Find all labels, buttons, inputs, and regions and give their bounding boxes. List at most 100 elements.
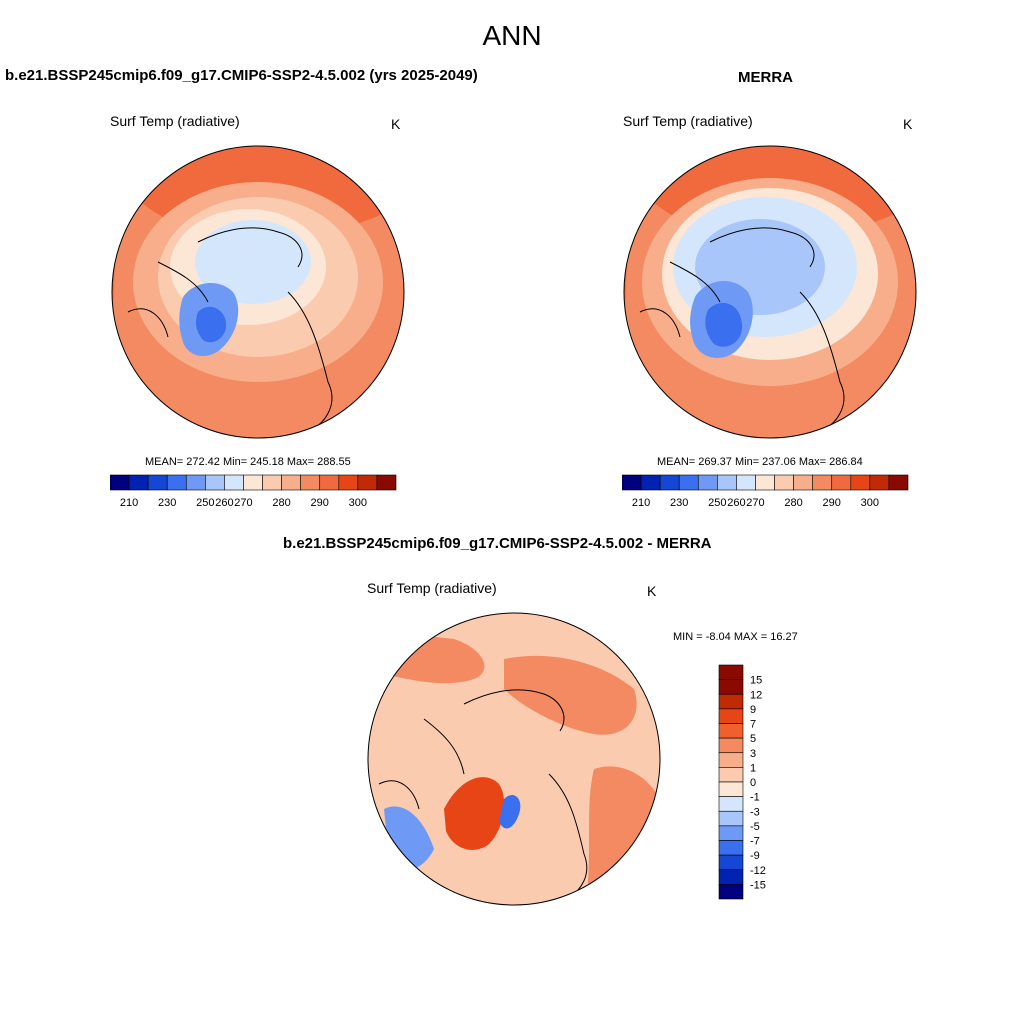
model-colorbar-swatch	[185, 474, 206, 491]
obs-colorbar-tick-label: 230	[670, 497, 688, 509]
diff-colorbar-swatch	[718, 664, 744, 680]
obs-colorbar-tick-label: 300	[861, 497, 879, 509]
model-colorbar-swatch	[243, 474, 263, 491]
diff-colorbar-swatch	[718, 840, 744, 856]
model-map-border	[111, 145, 405, 439]
diff-colorbar-swatch	[718, 737, 744, 754]
obs-colorbar-swatch	[640, 474, 661, 491]
diff-colorbar-tick-label: 7	[750, 719, 756, 731]
obs-variable-label: Surf Temp (radiative)	[623, 113, 753, 129]
obs-colorbar-tick-label: 260	[727, 497, 745, 509]
obs-colorbar-swatch	[717, 474, 737, 491]
diff-field-warm-east	[584, 766, 660, 905]
diff-colorbar-tick-label: 15	[750, 675, 762, 687]
model-colorbar-tick-label: 210	[120, 497, 138, 509]
diff-colorbar-swatch	[718, 796, 744, 812]
obs-colorbar-swatch	[755, 474, 775, 491]
diff-colorbar-swatch	[718, 767, 744, 783]
diff-coastline	[423, 718, 465, 775]
model-colorbar-swatch	[262, 474, 282, 491]
obs-polar-map	[623, 145, 917, 439]
diff-coastline	[378, 780, 420, 810]
obs-colorbar-swatch	[793, 474, 813, 491]
obs-colorbar-tick-label: 270	[746, 497, 764, 509]
diff-colorbar-tick-label: -1	[750, 792, 760, 804]
model-colorbar-swatch	[319, 474, 340, 491]
model-colorbar-tick-label: 270	[234, 497, 252, 509]
obs-colorbar-swatch	[850, 474, 871, 491]
model-colorbar-swatch	[357, 474, 378, 491]
diff-colorbar-tick-label: -7	[750, 836, 760, 848]
diff-colorbar-swatch	[718, 708, 744, 724]
diff-colorbar-tick-label: -3	[750, 806, 760, 818]
model-coastline	[157, 261, 209, 303]
model-colorbar-tick-label: 260	[215, 497, 233, 509]
diff-variable-label: Surf Temp (radiative)	[367, 580, 497, 596]
diff-field-cold-core	[499, 794, 521, 829]
diff-field-hot	[444, 777, 505, 850]
model-colorbar-tick-label: 250	[196, 497, 214, 509]
obs-colorbar-swatch	[831, 474, 852, 491]
model-colorbar-swatch	[147, 474, 168, 491]
diff-field-warm-north	[504, 655, 637, 735]
obs-colorbar-swatch	[736, 474, 756, 491]
obs-coastline	[709, 227, 815, 268]
figure-title: ANN	[482, 20, 542, 51]
obs-colorbar-swatch	[659, 474, 680, 491]
diff-colorbar-swatch	[718, 723, 744, 739]
model-greenland-core	[195, 306, 227, 343]
diff-colorbar-tick-label: 5	[750, 733, 756, 745]
diff-map-border	[367, 612, 661, 906]
obs-coastline	[669, 261, 721, 303]
obs-coastline	[799, 291, 845, 433]
diff-colorbar-tick-label: 3	[750, 748, 756, 760]
obs-colorbar-swatch	[697, 474, 718, 491]
diff-colorbar-swatch	[718, 781, 744, 797]
obs-colorbar-tick-label: 210	[632, 497, 650, 509]
model-colorbar-swatch	[110, 474, 130, 491]
model-polar-map	[111, 145, 405, 439]
model-coastline	[197, 227, 303, 268]
model-coastline	[127, 308, 169, 338]
diff-coastline	[463, 689, 565, 732]
diff-colorbar-tick-label: 0	[750, 777, 756, 789]
diff-minmax: MIN = -8.04 MAX = 16.27	[673, 631, 798, 643]
model-colorbar-tick-label: 290	[311, 497, 329, 509]
diff-colorbar-swatch	[718, 693, 744, 710]
model-colorbar-swatch	[300, 474, 321, 491]
diff-colorbar-tick-label: -12	[750, 865, 766, 877]
obs-colorbar-swatch	[812, 474, 833, 491]
model-colorbar-tick-label: 300	[349, 497, 367, 509]
model-variable-label: Surf Temp (radiative)	[110, 113, 240, 129]
model-coastline	[287, 291, 333, 433]
model-colorbar-swatch	[128, 474, 149, 491]
obs-colorbar-tick-label: 250	[708, 497, 726, 509]
model-colorbar-tick-label: 280	[272, 497, 290, 509]
model-colorbar-swatch	[166, 474, 187, 491]
model-colorbar-swatch	[338, 474, 359, 491]
diff-colorbar-swatch	[718, 752, 744, 768]
obs-colorbar-swatch	[774, 474, 794, 491]
obs-colorbar-swatch	[622, 474, 642, 491]
obs-panel-title: MERRA	[738, 69, 793, 86]
obs-colorbar-swatch	[678, 474, 699, 491]
diff-colorbar-swatch	[718, 854, 744, 871]
obs-colorbar: 210 230 250 260 270 280 290 300	[622, 474, 909, 509]
diff-colorbar-swatch	[718, 869, 744, 885]
diff-colorbar-swatch	[718, 825, 744, 841]
diff-colorbar-tick-label: 9	[750, 704, 756, 716]
model-panel-title: b.e21.BSSP245cmip6.f09_g17.CMIP6-SSP2-4.…	[5, 67, 478, 84]
diff-coastline	[548, 773, 588, 902]
model-field-polar	[195, 220, 311, 304]
model-colorbar-swatch	[376, 474, 397, 491]
obs-units-label: K	[903, 116, 913, 132]
diff-units-label: K	[647, 583, 657, 599]
model-units-label: K	[391, 116, 401, 132]
diff-colorbar-swatch	[718, 810, 744, 827]
obs-coastline	[639, 308, 681, 338]
model-colorbar: 210 230 250 260 270 280 290 300	[110, 474, 397, 509]
diff-colorbar-tick-label: -5	[750, 821, 760, 833]
obs-greenland-core	[705, 302, 743, 347]
diff-panel-title: b.e21.BSSP245cmip6.f09_g17.CMIP6-SSP2-4.…	[283, 535, 712, 552]
model-colorbar-swatch	[281, 474, 301, 491]
